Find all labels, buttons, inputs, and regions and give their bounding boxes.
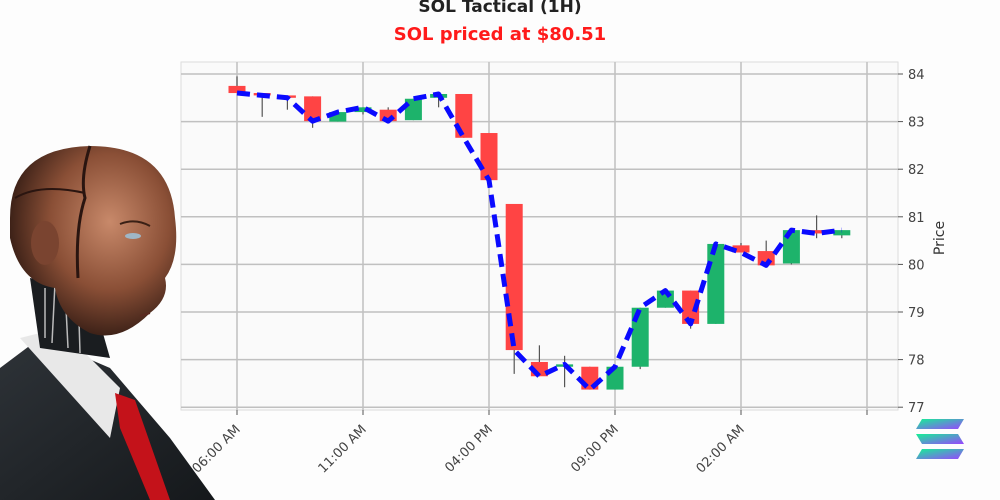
chart-title: SOL Tactical (1H) (418, 0, 582, 17)
solana-logo-icon (916, 419, 964, 459)
candle (354, 107, 372, 115)
y-tick-label: 79 (908, 306, 925, 321)
close-price-line (236, 90, 843, 393)
price-subtitle: SOL priced at $80.51 (393, 24, 607, 45)
y-tick-label: 77 (908, 401, 925, 416)
x-tick-label: 02:00 AM (694, 422, 748, 476)
x-tick-label: 04:00 PM (442, 422, 495, 475)
candle (631, 307, 649, 370)
y-tick-label: 83 (908, 116, 925, 131)
robot-businessman-illustration (0, 145, 215, 500)
x-tick-label: 09:00 PM (568, 422, 621, 475)
y-tick-label: 78 (908, 354, 925, 369)
candle (404, 98, 422, 121)
y-tick-label: 80 (908, 258, 925, 273)
candle (808, 215, 826, 239)
candle (505, 203, 523, 374)
y-tick-label: 81 (908, 211, 925, 226)
candle (228, 76, 246, 94)
y-axis-label: Price (932, 221, 948, 255)
candle (707, 243, 725, 324)
y-tick-label: 82 (908, 163, 925, 178)
y-tick-label: 84 (908, 68, 925, 83)
x-tick-label: 11:00 AM (316, 422, 370, 476)
candle (732, 242, 750, 253)
candle (480, 133, 498, 181)
